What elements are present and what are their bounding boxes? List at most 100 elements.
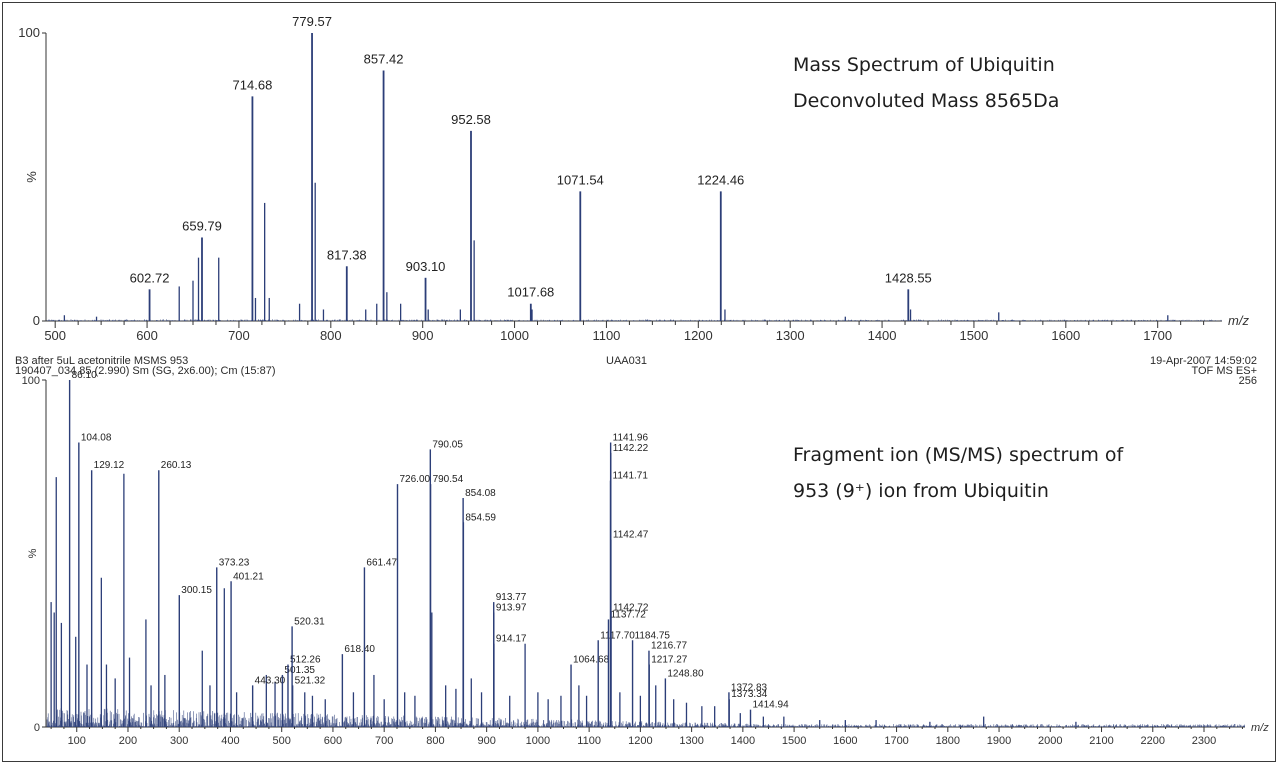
y-tick-label: 100 (18, 25, 40, 40)
x-tick-label: 200 (119, 735, 137, 747)
peak-label: 520.31 (294, 616, 325, 627)
peak-label: 790.54 (433, 474, 464, 485)
x-tick-label: 100 (68, 735, 86, 747)
x-tick-label: 2000 (1038, 735, 1062, 747)
msms-header-sample: UAA031 (606, 355, 647, 367)
x-tick-label: 1900 (987, 735, 1011, 747)
msms-header-scan: 190407_034 85 (2.990) Sm (SG, 2x6.00); C… (15, 365, 276, 377)
peak-label: 1142.72 (613, 602, 649, 613)
msms-header-intensity: 256 (1238, 375, 1257, 387)
x-axis-label: m/z (1251, 722, 1269, 734)
peak-label: 854.08 (465, 488, 496, 499)
x-tick-label: 900 (412, 328, 434, 343)
peak-label: 1017.68 (507, 285, 554, 300)
x-tick-label: 1800 (936, 735, 960, 747)
x-tick-label: 400 (221, 735, 239, 747)
peak-label: 1142.47 (613, 530, 649, 541)
x-tick-label: 1100 (592, 328, 620, 343)
peak-label: 914.17 (496, 634, 527, 645)
peak-label: 86.10 (72, 370, 97, 381)
y-tick-label: 100 (22, 375, 40, 387)
msms-header-title: B3 after 5uL acetonitrile MSMS 953 (15, 355, 189, 367)
peak-label: 1216.77 (651, 641, 688, 652)
peak-label: 817.38 (327, 247, 367, 262)
top-annotation-line-2: Deconvoluted Mass 8565Da (793, 90, 1060, 112)
peak-label: 1372.83 (731, 682, 768, 693)
peak-label: 790.05 (432, 439, 463, 450)
x-tick-label: 1400 (868, 328, 897, 343)
peak-label: 443.30 (255, 675, 286, 686)
y-tick-label: 0 (33, 313, 40, 328)
x-tick-label: 300 (170, 735, 188, 747)
peak-label: 854.59 (465, 512, 496, 523)
x-tick-label: 1000 (500, 328, 529, 343)
peak-label: 1071.54 (557, 172, 604, 187)
x-tick-label: 900 (477, 735, 495, 747)
bottom-annotation-line-1: Fragment ion (MS/MS) spectrum of (793, 444, 1124, 466)
peak-label: 521.32 (295, 675, 326, 686)
peak-label: 1117.70 (600, 630, 635, 641)
peak-label: 129.12 (94, 460, 125, 471)
x-tick-label: 1700 (884, 735, 908, 747)
peak-label: 300.15 (181, 585, 212, 596)
msms-header-date: 19-Apr-2007 14:59:02 (1149, 355, 1257, 367)
x-tick-label: 600 (136, 328, 158, 343)
peak-label: 1184.75 (635, 630, 671, 641)
peak-label: 1217.27 (651, 655, 688, 666)
peak-label: 1414.94 (753, 700, 790, 711)
noise-trace (46, 708, 1245, 727)
peak-label: 661.47 (366, 557, 397, 568)
x-tick-label: 1000 (526, 735, 550, 747)
msms-header-mode: TOF MS ES+ (1191, 365, 1257, 377)
x-tick-label: 1200 (628, 735, 652, 747)
peak-label: 1224.46 (697, 172, 744, 187)
x-tick-label: 2200 (1141, 735, 1165, 747)
x-tick-label: 1500 (959, 328, 988, 343)
peak-label: 779.57 (292, 14, 332, 29)
x-tick-label: 500 (273, 735, 291, 747)
x-tick-label: 1200 (684, 328, 713, 343)
y-axis-label: % (24, 171, 39, 183)
x-tick-label: 1400 (731, 735, 755, 747)
peak-label: 602.72 (130, 270, 170, 285)
baseline-noise (46, 319, 1222, 321)
peak-label: 512.26 (290, 655, 321, 666)
top-annotation-line-1: Mass Spectrum of Ubiquitin (793, 54, 1055, 76)
x-tick-label: 600 (324, 735, 342, 747)
x-axis-label: m/z (1228, 313, 1249, 328)
x-tick-label: 1100 (577, 735, 601, 747)
peak-label: 401.21 (233, 571, 264, 582)
peak-label: 1373.34 (731, 689, 768, 700)
peak-label: 501.35 (284, 665, 315, 676)
chart-msms-spectrum: 0 100% 100 200 300 400 500 600 700 800 900 1000 1100… (22, 370, 1270, 747)
peak-label: 659.79 (182, 218, 222, 233)
x-tick-label: 1700 (1143, 328, 1172, 343)
x-tick-label: 2100 (1089, 735, 1113, 747)
x-tick-label: 800 (426, 735, 444, 747)
peak-label: 1141.71 (613, 471, 649, 482)
baseline-noise (46, 708, 1245, 727)
x-tick-label: 700 (375, 735, 393, 747)
peak-label: 1141.96 (613, 432, 649, 443)
peak-label: 260.13 (161, 460, 192, 471)
peak-label: 1248.80 (667, 668, 704, 679)
peak-label: 1137.72 (610, 609, 646, 620)
peak-label: 1142.22 (613, 443, 649, 454)
x-tick-label: 500 (44, 328, 66, 343)
peak-label: 903.10 (406, 259, 446, 274)
peak-label: 104.08 (81, 432, 112, 443)
x-tick-label: 800 (320, 328, 342, 343)
x-tick-label: 1600 (833, 735, 857, 747)
peak-label: 618.40 (344, 644, 375, 655)
y-axis-label: % (27, 548, 39, 558)
y-tick-label: 0 (34, 722, 40, 734)
x-tick-label: 1600 (1051, 328, 1080, 343)
peak-label: 726.00 (400, 474, 431, 485)
x-tick-label: 1300 (679, 735, 703, 747)
peak-label: 714.68 (233, 77, 273, 92)
peak-label: 857.42 (364, 51, 404, 66)
peak-label: 373.23 (219, 557, 250, 568)
peak-label: 952.58 (451, 112, 491, 127)
x-tick-label: 2300 (1192, 735, 1216, 747)
